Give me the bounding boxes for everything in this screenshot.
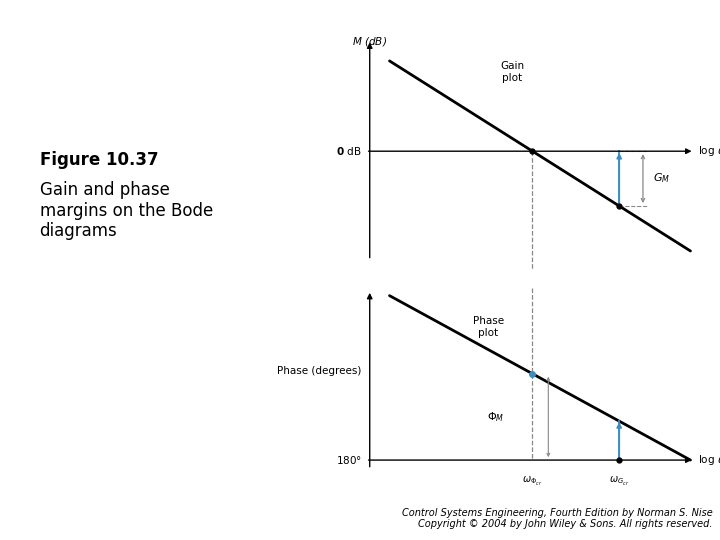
Text: $\omega_{G_{cr}}$: $\omega_{G_{cr}}$ xyxy=(609,475,629,488)
Text: $\bf{0}$ dB: $\bf{0}$ dB xyxy=(336,145,361,157)
Text: Phase
plot: Phase plot xyxy=(473,316,504,338)
Text: Control Systems Engineering, Fourth Edition by Norman S. Nise
Copyright © 2004 b: Control Systems Engineering, Fourth Edit… xyxy=(402,508,713,529)
Text: $\Phi_M$: $\Phi_M$ xyxy=(487,410,505,424)
Text: Gain and phase
margins on the Bode
diagrams: Gain and phase margins on the Bode diagr… xyxy=(40,181,213,240)
Text: $180°$: $180°$ xyxy=(336,454,361,466)
Text: $\omega_{\Phi_{cr}}$: $\omega_{\Phi_{cr}}$ xyxy=(522,475,543,488)
Text: log $\omega$: log $\omega$ xyxy=(698,453,720,467)
Text: $G_M$: $G_M$ xyxy=(653,172,670,185)
Text: Phase (degrees): Phase (degrees) xyxy=(277,366,361,376)
Text: log $\omega$: log $\omega$ xyxy=(698,144,720,158)
Text: Figure 10.37: Figure 10.37 xyxy=(40,151,158,169)
Text: $M$ (dB): $M$ (dB) xyxy=(352,35,387,48)
Text: Gain
plot: Gain plot xyxy=(500,61,524,83)
